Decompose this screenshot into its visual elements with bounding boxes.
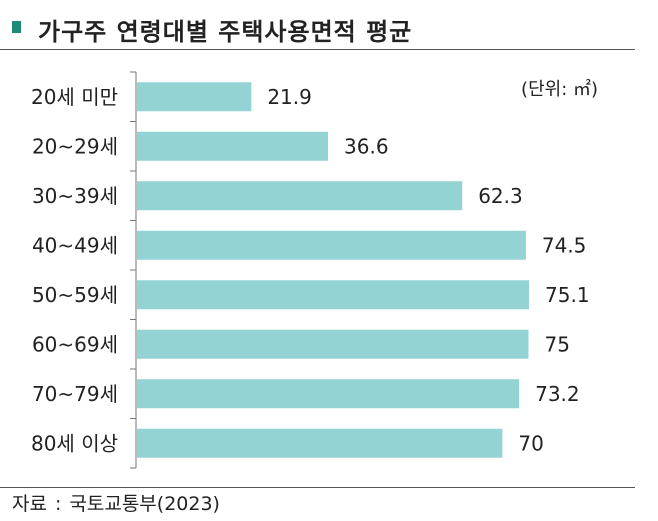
bar-7 (137, 379, 520, 409)
source-text: 국토교통부(2023) (69, 493, 220, 515)
category-label: 30~39세 (32, 184, 118, 208)
bar-4 (137, 230, 526, 260)
category-label: 60~69세 (32, 332, 118, 356)
value-label: 70 (518, 431, 543, 455)
value-label: 21.9 (267, 85, 312, 109)
value-label: 74.5 (542, 233, 587, 257)
bar-1 (137, 82, 252, 112)
bar-8 (137, 428, 503, 458)
category-label: 70~79세 (32, 382, 118, 406)
value-label: 36.6 (344, 134, 389, 158)
title-divider (0, 49, 635, 50)
category-label: 50~59세 (32, 283, 118, 307)
value-label: 73.2 (535, 382, 580, 406)
chart-title: 가구주 연령대별 주택사용면적 평균 (38, 18, 413, 46)
bar-2 (137, 131, 329, 161)
title-square-icon (12, 21, 21, 33)
category-label: 40~49세 (32, 233, 118, 257)
chart-title-row: 가구주 연령대별 주택사용면적 평균 (0, 0, 658, 50)
value-label: 62.3 (478, 184, 523, 208)
category-label: 20세 미만 (31, 85, 118, 109)
category-label: 20~29세 (32, 134, 118, 158)
bar-6 (137, 329, 529, 359)
source-divider (0, 487, 635, 488)
source-separator: : (54, 493, 62, 515)
value-label: 75 (545, 332, 570, 356)
unit-label: (단위: ㎡) (521, 78, 598, 100)
bar-3 (137, 181, 463, 211)
category-label: 80세 이상 (31, 431, 118, 455)
source-note: 자료: 국토교통부(2023) (12, 489, 220, 516)
source-label: 자료 (12, 493, 47, 515)
bar-5 (137, 280, 530, 310)
value-label: 75.1 (545, 283, 590, 307)
